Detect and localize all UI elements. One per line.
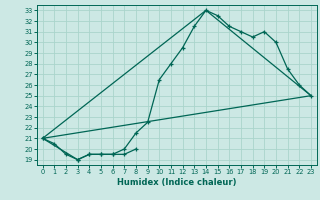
X-axis label: Humidex (Indice chaleur): Humidex (Indice chaleur) <box>117 178 236 187</box>
